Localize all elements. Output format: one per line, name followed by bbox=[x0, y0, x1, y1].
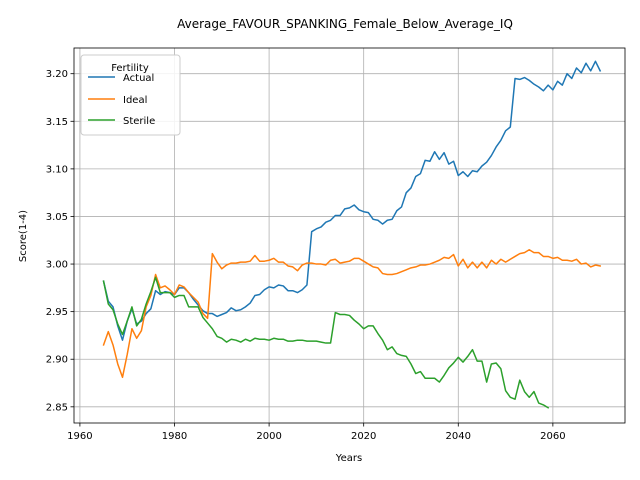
x-axis-label: Years bbox=[335, 453, 362, 464]
chart-title: Average_FAVOUR_SPANKING_Female_Below_Ave… bbox=[177, 17, 513, 31]
legend-box bbox=[80, 54, 181, 136]
plot-frame bbox=[73, 47, 626, 424]
x-tick-label: 1960 bbox=[67, 431, 92, 442]
series-layer bbox=[102, 60, 602, 409]
y-tick-label: 3.15 bbox=[46, 117, 68, 128]
x-tick-label: 2040 bbox=[446, 431, 471, 442]
x-tick-label: 2000 bbox=[256, 431, 281, 442]
y-tick-label: 3.10 bbox=[46, 164, 68, 175]
legend: Fertility Actual Ideal Sterile bbox=[80, 54, 181, 136]
y-tick-label: 3.05 bbox=[46, 212, 68, 223]
axis-ticks: 1960 1980 2000 2020 2040 2060 2.85 2.90 2.95 3.00… bbox=[46, 69, 566, 442]
series-line-sterile bbox=[102, 276, 550, 409]
grid bbox=[74, 48, 625, 423]
legend-label-sterile: Sterile bbox=[123, 116, 155, 127]
y-axis-label: Score(1-4) bbox=[18, 210, 29, 262]
x-tick-label: 2060 bbox=[540, 431, 565, 442]
legend-label-ideal: Ideal bbox=[123, 95, 147, 106]
y-tick-label: 2.95 bbox=[46, 307, 68, 318]
y-tick-label: 2.90 bbox=[46, 355, 68, 366]
y-tick-label: 3.00 bbox=[46, 260, 68, 271]
series-line-ideal bbox=[102, 249, 602, 379]
legend-label-actual: Actual bbox=[123, 73, 154, 84]
y-tick-label: 3.20 bbox=[46, 69, 68, 80]
legend-title: Fertility bbox=[111, 63, 149, 74]
y-tick-label: 2.85 bbox=[46, 402, 68, 413]
x-tick-label: 2020 bbox=[351, 431, 376, 442]
x-tick-label: 1980 bbox=[162, 431, 187, 442]
